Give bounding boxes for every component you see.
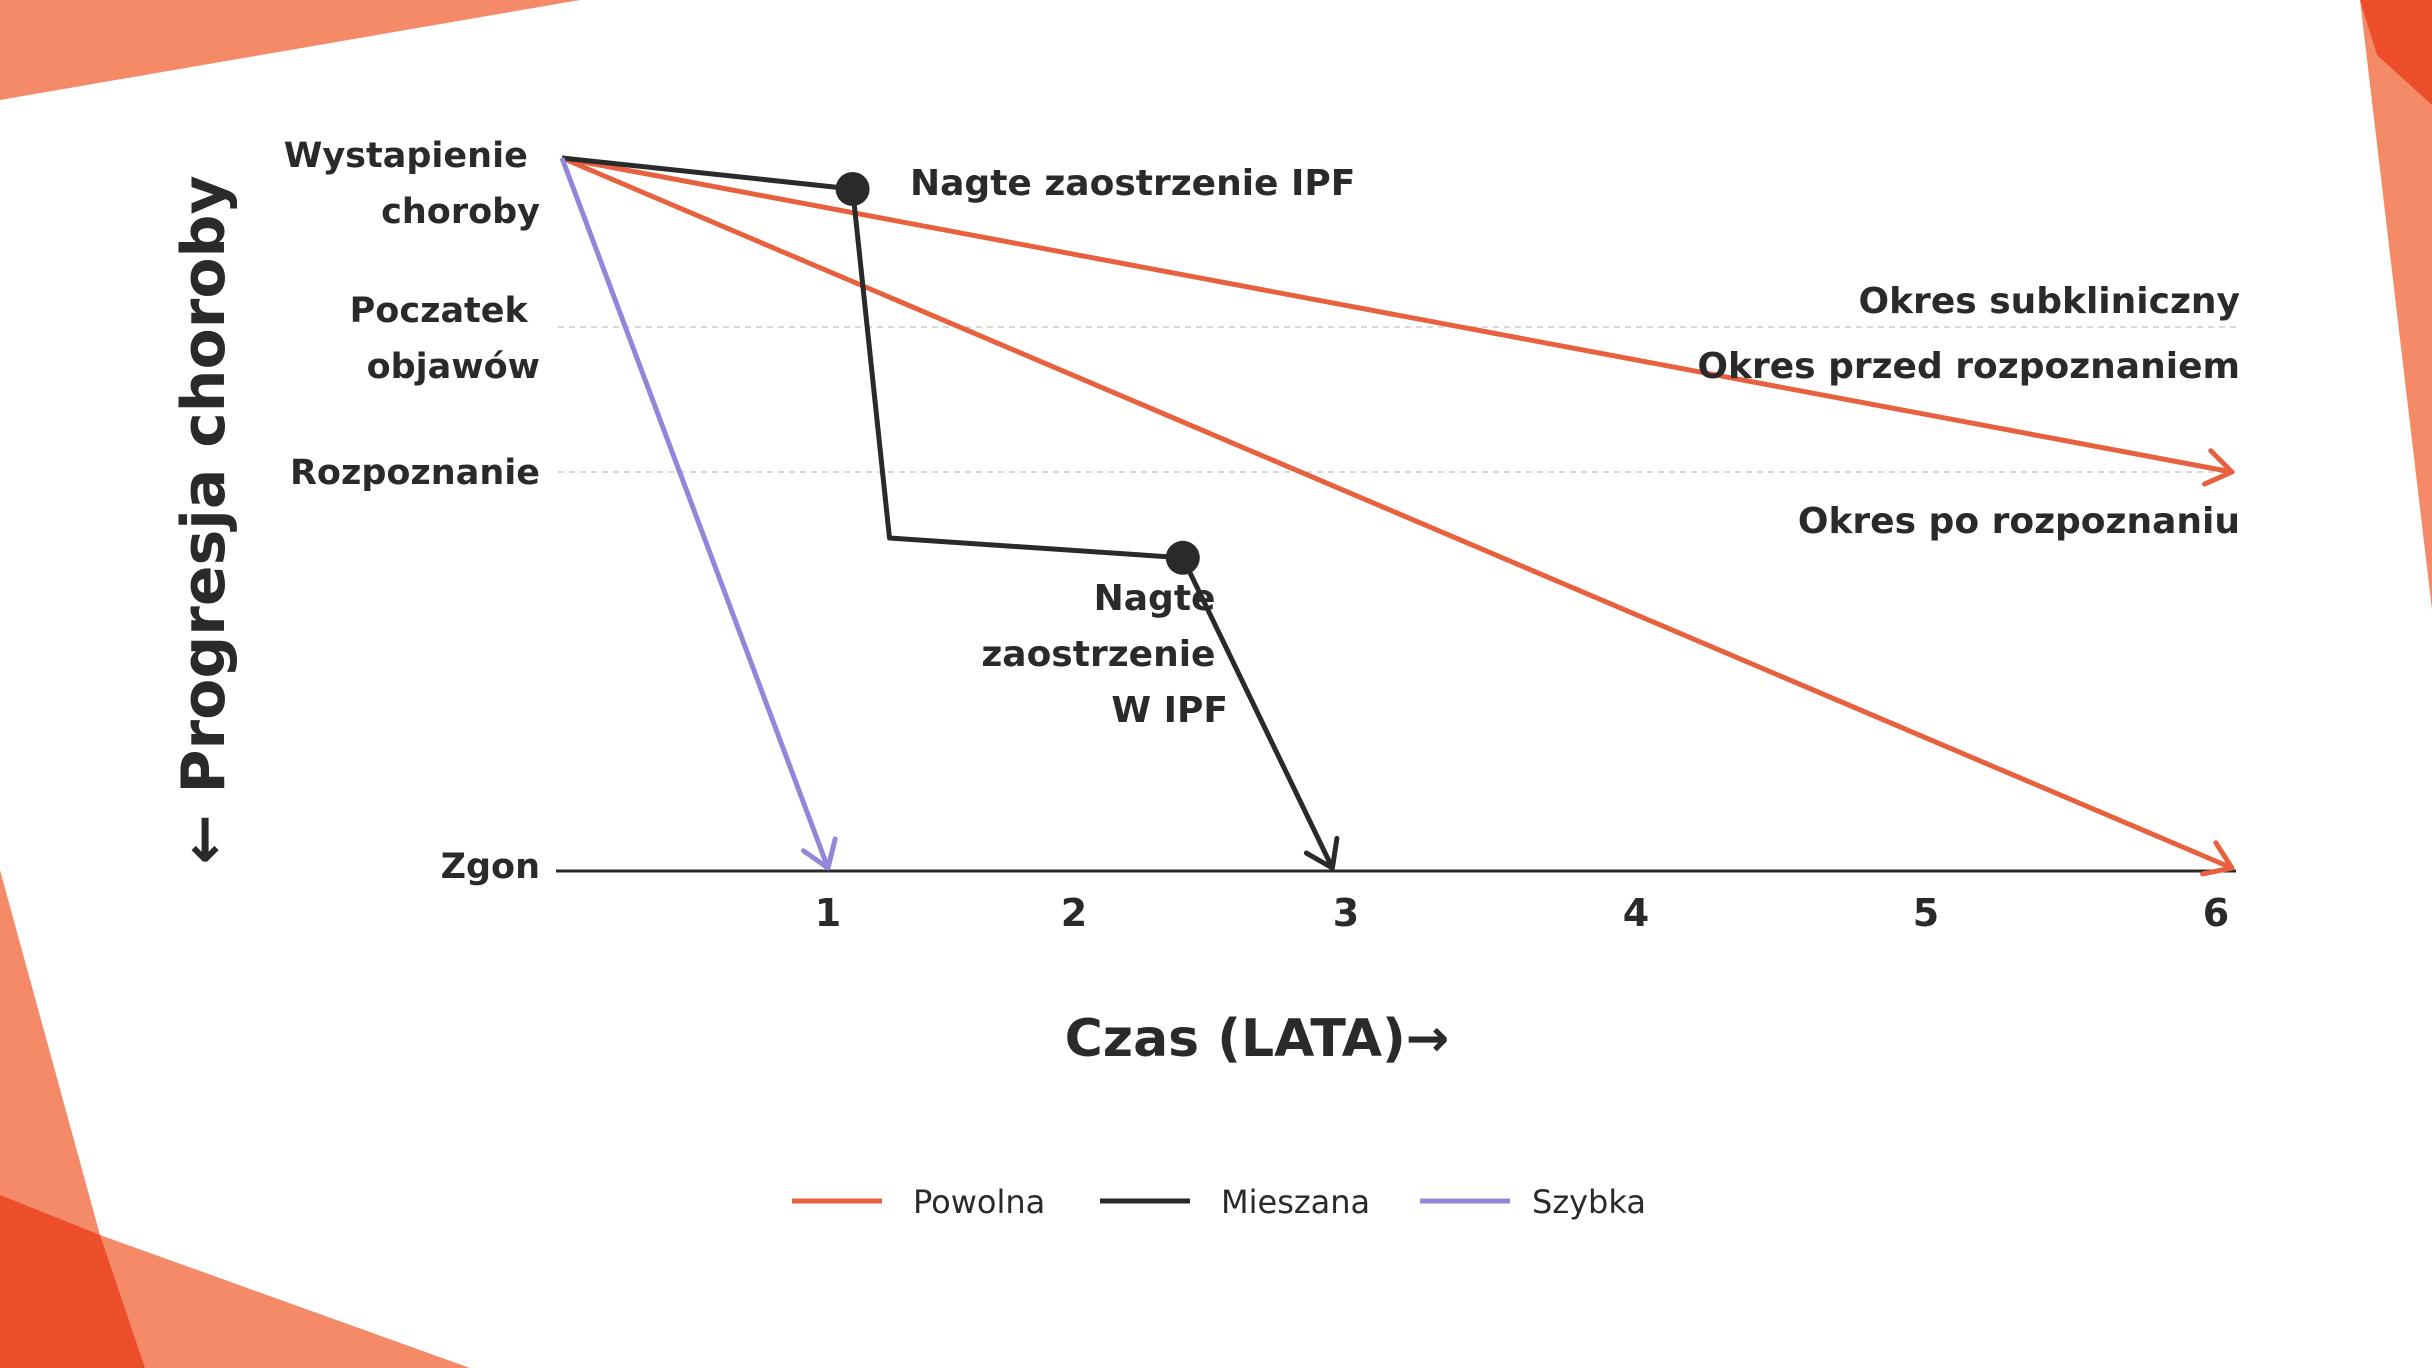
y-label-diagnosis: Rozpoznanie xyxy=(290,453,540,493)
decor-top-right-dark xyxy=(2360,0,2432,105)
y-label-symptoms: Poczatek objawów xyxy=(350,291,540,387)
series-line-mixed-2 xyxy=(561,155,1335,870)
annotation-exacerbation-2-line1: Nagte xyxy=(1094,578,1216,619)
exacerbation-marker-2 xyxy=(1165,540,1200,575)
series-line-slow-1 xyxy=(561,155,2233,871)
y-label-death: Zgon xyxy=(441,847,540,887)
y-axis-title: ← Progresja choroby xyxy=(169,175,239,864)
decor-top-right-light xyxy=(2238,0,2432,610)
decor-top-left xyxy=(0,0,580,100)
legend-label-mixed: Mieszana xyxy=(1221,1183,1370,1221)
decor-bottom-left-light xyxy=(0,870,470,1368)
series-layer xyxy=(559,155,2235,877)
x-tick-4: 4 xyxy=(1623,891,1649,935)
y-label-onset: Wystapienie choroby xyxy=(284,136,540,232)
legend-label-rapid: Szybka xyxy=(1532,1183,1646,1221)
legend: Powolna Mieszana Szybka xyxy=(792,1183,1646,1221)
x-tick-2: 2 xyxy=(1061,891,1087,935)
legend-label-slow: Powolna xyxy=(913,1183,1045,1221)
y-label-symptoms-line1: Poczatek xyxy=(350,291,529,331)
x-tick-labels: 1 2 3 4 5 6 xyxy=(815,891,2229,935)
annotation-pre-diagnosis: Okres przed rozpoznaniem xyxy=(1697,346,2240,387)
x-tick-5: 5 xyxy=(1913,891,1939,935)
annotation-exacerbation-2: Nagte zaostrzenie W IPF xyxy=(981,578,1228,731)
y-label-symptoms-line2: objawów xyxy=(367,347,540,387)
x-tick-1: 1 xyxy=(815,891,841,935)
series-arrowhead-rapid-3 xyxy=(800,836,838,871)
y-label-onset-line2: choroby xyxy=(381,192,540,232)
series-arrowhead-slow-1 xyxy=(2200,840,2235,877)
exacerbation-marker-1 xyxy=(835,171,870,206)
series-arrowhead-mixed-2 xyxy=(1303,835,1340,871)
annotation-exacerbation-1: Nagte zaostrzenie IPF xyxy=(910,163,1355,204)
annotation-exacerbation-2-line3: W IPF xyxy=(1111,690,1228,731)
series-line-rapid-3 xyxy=(559,157,831,869)
annotation-post-diagnosis: Okres po rozpoznaniu xyxy=(1798,501,2240,542)
y-label-onset-line1: Wystapienie xyxy=(284,136,528,176)
series-arrowhead-slow-0 xyxy=(2202,448,2235,487)
x-axis-title: Czas (LATA)→ xyxy=(1065,1009,1450,1069)
annotation-subclinical: Okres subkliniczny xyxy=(1859,281,2240,322)
x-tick-6: 6 xyxy=(2203,891,2229,935)
decor-bottom-left-dark xyxy=(0,1195,145,1368)
annotation-exacerbation-2-line2: zaostrzenie xyxy=(981,634,1215,675)
x-tick-3: 3 xyxy=(1333,891,1359,935)
series-line-slow-0 xyxy=(561,155,2233,475)
